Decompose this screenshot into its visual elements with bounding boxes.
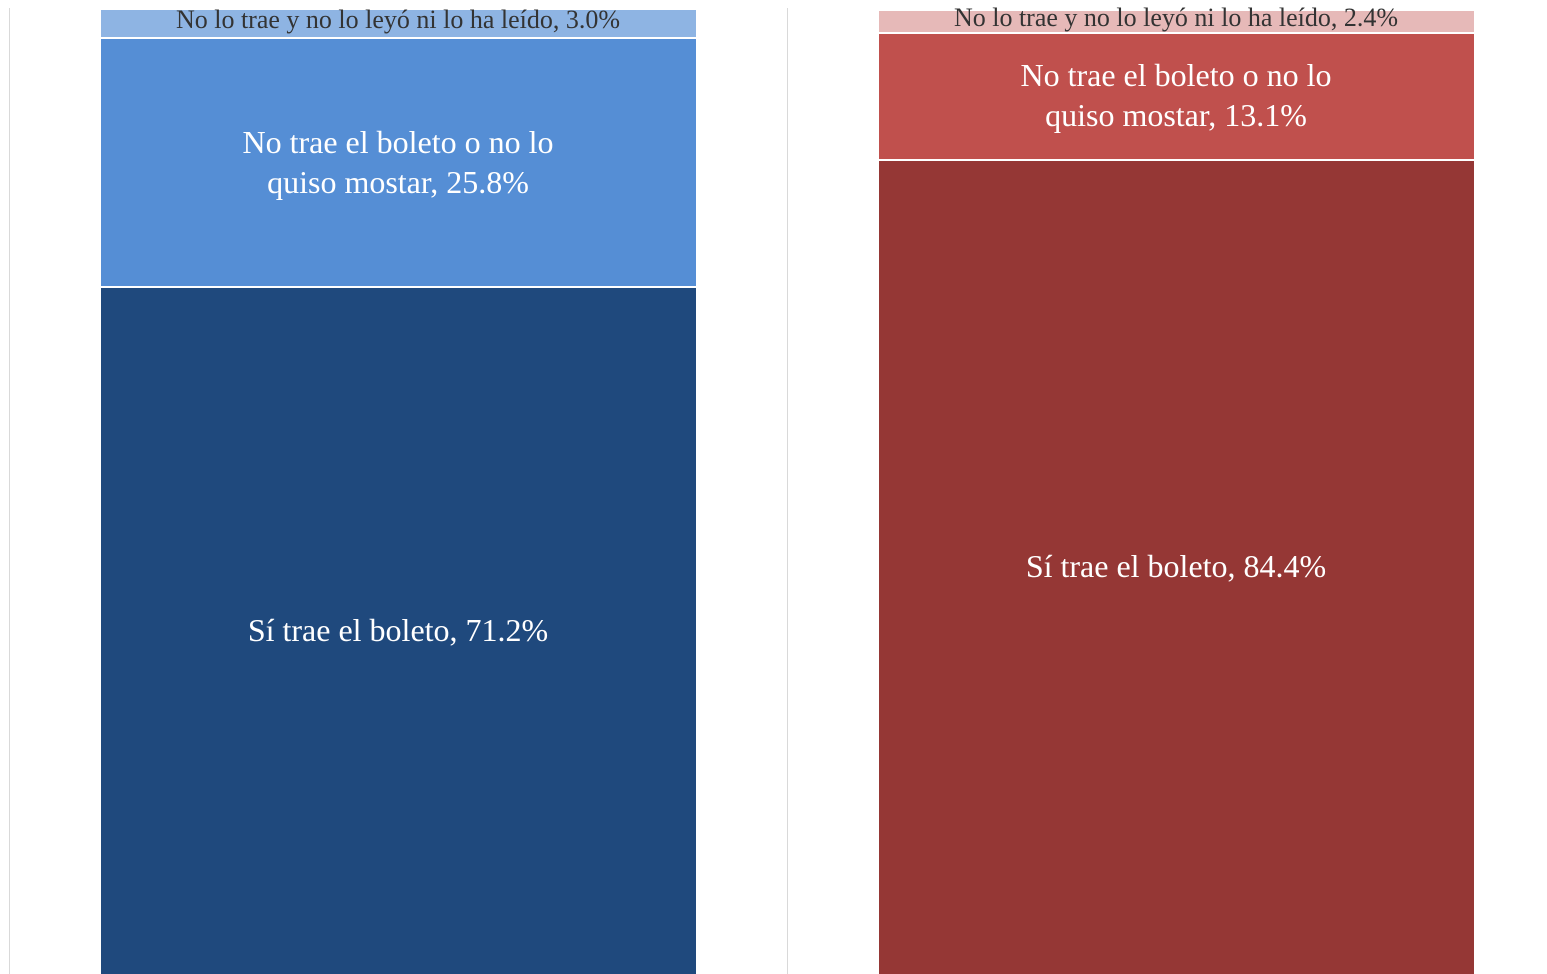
bar-segment	[878, 32, 1474, 159]
data-label: Sí trae el boleto, 84.4%	[1025, 548, 1327, 585]
bar-segment	[878, 158, 1474, 974]
bar-segment	[100, 36, 696, 287]
bar-segment	[878, 8, 1474, 33]
data-label: No trae el boleto o no lo quiso mostar, …	[1020, 57, 1332, 134]
data-label: No trae el boleto o no lo quiso mostar, …	[242, 123, 554, 200]
data-label: No lo trae y no lo leyó ni lo ha leído, …	[953, 3, 1399, 33]
grid-line	[9, 8, 10, 974]
data-label: No lo trae y no lo leyó ni lo ha leído, …	[175, 5, 621, 35]
bar-segment	[100, 286, 696, 974]
bar-segment	[100, 8, 696, 37]
grid-line	[787, 8, 788, 974]
data-label: Sí trae el boleto, 71.2%	[247, 612, 549, 649]
